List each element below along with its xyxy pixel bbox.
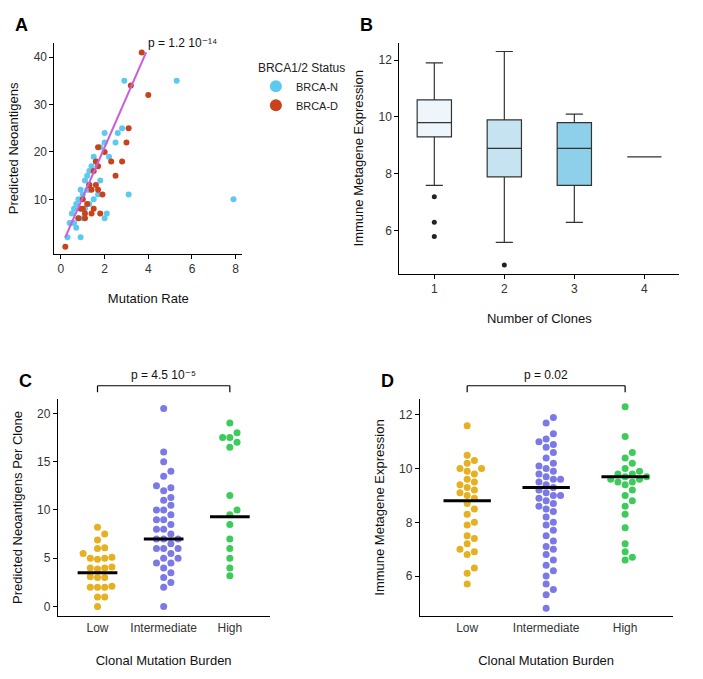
svg-text:Immune Metagene Expression: Immune Metagene Expression	[351, 70, 366, 246]
svg-text:15: 15	[37, 455, 51, 469]
svg-text:p = 0.02: p = 0.02	[524, 368, 568, 382]
svg-text:5: 5	[44, 551, 51, 565]
svg-text:8: 8	[385, 167, 392, 181]
svg-text:10: 10	[399, 462, 413, 476]
svg-text:0: 0	[44, 600, 51, 614]
svg-text:40: 40	[34, 50, 48, 64]
svg-text:A: A	[15, 15, 28, 35]
svg-text:4: 4	[641, 282, 648, 296]
svg-text:6: 6	[385, 224, 392, 238]
svg-text:30: 30	[34, 98, 48, 112]
svg-text:p = 4.5 10⁻⁵: p = 4.5 10⁻⁵	[131, 368, 196, 382]
svg-text:20: 20	[34, 145, 48, 159]
svg-text:p = 1.2 10⁻¹⁴: p = 1.2 10⁻¹⁴	[148, 36, 217, 50]
svg-text:Low: Low	[87, 621, 109, 635]
svg-text:10: 10	[379, 110, 393, 124]
svg-text:BRCA-N: BRCA-N	[296, 81, 338, 93]
svg-text:8: 8	[406, 516, 413, 530]
svg-text:6: 6	[189, 262, 196, 276]
svg-text:10: 10	[34, 193, 48, 207]
svg-text:6: 6	[406, 569, 413, 583]
svg-text:Predicted Neoantigens: Predicted Neoantigens	[6, 82, 21, 214]
svg-text:2: 2	[101, 262, 108, 276]
svg-text:12: 12	[399, 408, 413, 422]
svg-text:High: High	[613, 621, 638, 635]
svg-text:Low: Low	[456, 621, 478, 635]
svg-text:20: 20	[37, 407, 51, 421]
svg-text:Mutation Rate: Mutation Rate	[108, 291, 189, 306]
svg-text:0: 0	[58, 262, 65, 276]
svg-text:4: 4	[145, 262, 152, 276]
svg-text:1: 1	[431, 282, 438, 296]
svg-text:Predicted Neoantigens Per Clon: Predicted Neoantigens Per Clone	[10, 411, 25, 604]
svg-text:B: B	[360, 15, 373, 35]
svg-text:BRCA1/2 Status: BRCA1/2 Status	[258, 61, 345, 75]
svg-text:8: 8	[232, 262, 239, 276]
svg-text:3: 3	[571, 282, 578, 296]
svg-text:Clonal Mutation Burden: Clonal Mutation Burden	[478, 653, 614, 668]
svg-text:BRCA-D: BRCA-D	[296, 100, 338, 112]
svg-text:C: C	[19, 371, 32, 391]
svg-text:Clonal Mutation Burden: Clonal Mutation Burden	[96, 653, 232, 668]
svg-text:12: 12	[379, 53, 393, 67]
svg-text:D: D	[381, 371, 394, 391]
svg-text:Intermediate: Intermediate	[513, 621, 580, 635]
svg-text:Intermediate: Intermediate	[130, 621, 197, 635]
svg-text:High: High	[217, 621, 242, 635]
svg-text:Immune Metagene Expression: Immune Metagene Expression	[372, 419, 387, 595]
svg-text:Number of Clones: Number of Clones	[487, 311, 592, 326]
svg-text:10: 10	[37, 503, 51, 517]
svg-text:2: 2	[501, 282, 508, 296]
